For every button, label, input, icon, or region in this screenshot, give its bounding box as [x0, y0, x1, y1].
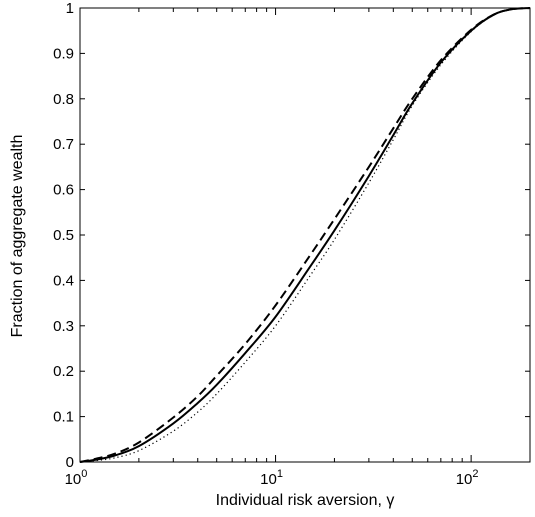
axes-box: [80, 8, 530, 462]
series-line-solid: [80, 8, 530, 462]
y-tick-label: 0.7: [53, 136, 74, 153]
series-line-dotted: [80, 8, 530, 462]
x-tick-label: 102: [456, 468, 479, 488]
x-tick-label-exponent: 0: [81, 468, 87, 480]
y-tick-label: 0.9: [53, 45, 74, 62]
x-tick-label-exponent: 2: [472, 468, 478, 480]
y-tick-label: 0.1: [53, 409, 74, 426]
y-tick-label: 0: [66, 454, 74, 471]
x-tick-label-base: 10: [260, 471, 277, 488]
y-tick-label: 0.6: [53, 182, 74, 199]
x-tick-label: 100: [65, 468, 88, 488]
x-tick-label-base: 10: [65, 471, 82, 488]
y-tick-label: 0.4: [53, 272, 74, 289]
y-axis-label: Fraction of aggregate wealth: [9, 135, 26, 338]
x-tick-label-base: 10: [456, 471, 473, 488]
plot-lines: [80, 8, 530, 462]
y-tick-label: 0.2: [53, 363, 74, 380]
series-line-dashed: [80, 8, 530, 462]
x-tick-label-exponent: 1: [277, 468, 283, 480]
y-tick-label: 0.5: [53, 227, 74, 244]
y-tick-label: 0.3: [53, 318, 74, 335]
ticks: [80, 8, 530, 462]
x-tick-label: 101: [260, 468, 283, 488]
y-tick-label: 0.8: [53, 91, 74, 108]
x-axis-label: Individual risk aversion, γ: [216, 492, 395, 509]
y-tick-label: 1: [66, 0, 74, 17]
